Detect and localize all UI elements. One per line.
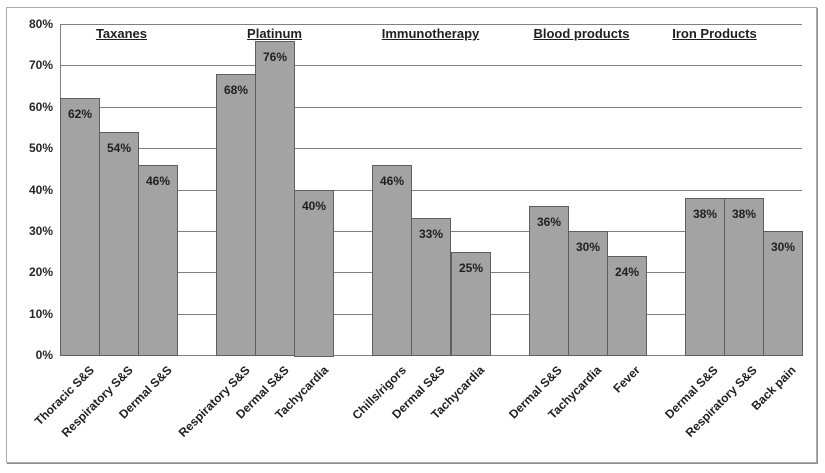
y-tick-label: 40% (28, 183, 53, 197)
bar-value-label: 68% (223, 83, 249, 97)
bar-value-label: 40% (301, 199, 327, 213)
bar: 54% (99, 132, 139, 356)
y-tick-label: 80% (28, 17, 53, 31)
bar-value-label: 54% (106, 141, 132, 155)
y-tick-label: 60% (28, 100, 53, 114)
y-tick-label: 50% (28, 141, 53, 155)
bar: 62% (60, 98, 100, 356)
bar-value-label: 46% (145, 174, 171, 188)
gridline (60, 24, 802, 25)
y-tick-label: 20% (28, 265, 53, 279)
bar-value-label: 24% (614, 265, 640, 279)
gridline (60, 107, 802, 108)
bar: 68% (216, 74, 256, 356)
bar: 24% (607, 256, 647, 356)
group-header: Immunotherapy (381, 26, 480, 41)
bar: 46% (372, 165, 412, 356)
bar-value-label: 30% (575, 240, 601, 254)
bar: 46% (138, 165, 178, 356)
bar: 40% (294, 190, 334, 357)
bar-value-label: 46% (379, 174, 405, 188)
bar-value-label: 36% (536, 215, 562, 229)
group-header: Blood products (533, 26, 630, 41)
bar-value-label: 30% (770, 240, 796, 254)
y-tick-label: 30% (28, 224, 53, 238)
y-tick-label: 70% (28, 58, 53, 72)
group-header: Platinum (247, 26, 302, 41)
bar-value-label: 38% (731, 207, 757, 221)
bar-value-label: 62% (67, 107, 93, 121)
bar-value-label: 76% (262, 50, 288, 64)
bar: 36% (529, 206, 569, 356)
bar-value-label: 33% (418, 227, 444, 241)
bar-value-label: 38% (692, 207, 718, 221)
group-header: Iron Products (672, 26, 757, 41)
bar: 25% (451, 252, 491, 356)
gridline (60, 148, 802, 149)
bar: 38% (685, 198, 725, 356)
bar: 76% (255, 41, 295, 356)
y-tick-label: 10% (28, 307, 53, 321)
bar: 38% (724, 198, 764, 356)
gridline (60, 65, 802, 66)
group-header: Taxanes (95, 26, 148, 41)
gridline (60, 190, 802, 191)
y-tick-label: 0% (35, 348, 53, 362)
bar: 30% (568, 231, 608, 356)
bar-value-label: 25% (458, 261, 484, 275)
bar: 33% (411, 218, 451, 356)
bar: 30% (763, 231, 803, 356)
